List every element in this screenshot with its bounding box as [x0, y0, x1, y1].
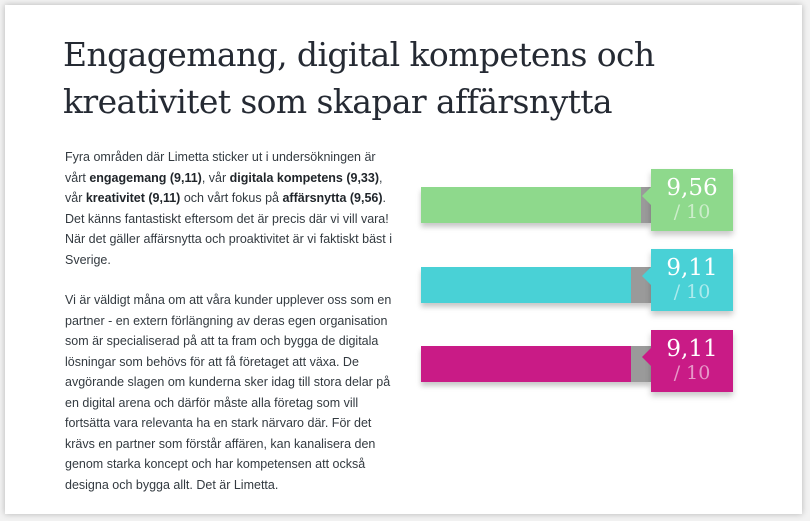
score-badge: 9,11 / 10	[642, 330, 733, 392]
title-line-1: Engagemang, digital kompetens och	[63, 35, 655, 74]
score-bar	[421, 346, 651, 382]
score-row-engagemang: 9,11 / 10	[421, 330, 751, 402]
text-segment: och vårt fokus på	[180, 191, 283, 205]
text-segment: , vår	[65, 170, 383, 206]
title-line-2: kreativitet som skapar affärsnytta	[63, 82, 613, 121]
score-value: 9,11	[666, 255, 718, 281]
text-segment: . Det känns fantastiskt eftersom det är …	[65, 191, 392, 267]
score-bar	[421, 187, 651, 223]
highlight-digital-kompetens: digitala kompetens (9,33)	[229, 170, 380, 185]
score-bar-fill	[421, 187, 641, 223]
body-text: Fyra områden där Limetta sticker ut i un…	[65, 147, 397, 515]
partner-paragraph: Vi är väldigt måna om att våra kunder up…	[65, 293, 392, 492]
page-title: Engagemang, digital kompetens och kreati…	[63, 31, 703, 125]
score-value: 9,11	[666, 336, 718, 362]
score-max: / 10	[673, 201, 711, 223]
score-row-affarsnytta: 9,56 / 10	[421, 169, 751, 241]
score-max: / 10	[673, 362, 711, 384]
score-value: 9,56	[666, 175, 718, 201]
score-bar	[421, 267, 651, 303]
score-bar-remainder	[640, 187, 651, 223]
score-bar-fill	[421, 267, 631, 303]
text-segment: , vår	[201, 170, 230, 185]
content-card: Engagemang, digital kompetens och kreati…	[5, 5, 802, 514]
highlight-kreativitet: kreativitet (9,11)	[85, 191, 181, 205]
score-bar-fill	[421, 346, 631, 382]
highlight-affarsnytta: affärsnytta (9,56)	[282, 191, 383, 205]
score-row-kreativitet: 9,11 / 10	[421, 249, 751, 321]
score-badge: 9,56 / 10	[642, 169, 733, 231]
highlight-engagemang: engagemang (9,11)	[89, 170, 202, 185]
score-max: / 10	[673, 281, 711, 303]
text-segment: Fyra områden där Limetta sticker ut i un…	[65, 150, 376, 185]
intro-paragraph: Fyra områden där Limetta sticker ut i un…	[65, 147, 397, 270]
score-badge: 9,11 / 10	[642, 249, 733, 311]
